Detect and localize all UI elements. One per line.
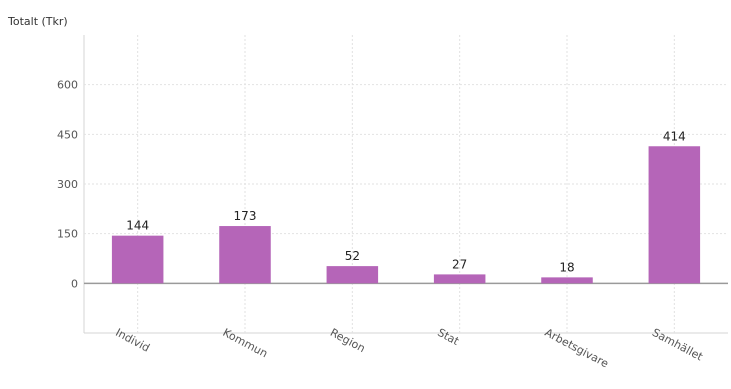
chart-title: Totalt (Tkr)	[8, 15, 68, 28]
bar-samhället	[648, 146, 701, 284]
y-tick-label: 600	[57, 79, 78, 92]
bar-stat	[433, 274, 486, 284]
y-tick-label: 0	[71, 277, 78, 290]
bar-region	[326, 266, 379, 284]
bar-kommun	[219, 226, 271, 284]
y-tick-label: 450	[57, 128, 78, 141]
y-tick-label: 150	[57, 228, 78, 241]
bar-value-label: 52	[345, 249, 360, 263]
x-tick-label: Stat	[435, 326, 461, 348]
x-tick-label: Region	[328, 326, 367, 355]
bar-arbetsgivare	[541, 277, 593, 284]
bar-value-label: 144	[126, 219, 149, 233]
bar-value-label: 414	[663, 129, 686, 143]
labels-layer: 144 173 52 27 18 414	[126, 129, 686, 274]
bar-individ	[111, 235, 164, 284]
bars-layer	[111, 146, 701, 284]
y-axis-ticks: 0 150 300 450 600	[57, 79, 78, 291]
grid-layer	[83, 35, 728, 334]
x-tick-label: Individ	[113, 326, 152, 355]
x-tick-label: Samhället	[650, 326, 706, 364]
bar-value-label: 173	[234, 209, 257, 223]
bar-value-label: 18	[559, 260, 574, 274]
bar-value-label: 27	[452, 257, 467, 271]
y-tick-label: 300	[57, 178, 78, 191]
